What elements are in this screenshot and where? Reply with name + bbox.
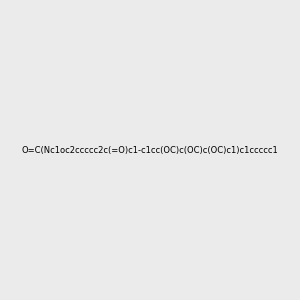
Text: O=C(Nc1oc2ccccc2c(=O)c1-c1cc(OC)c(OC)c(OC)c1)c1ccccc1: O=C(Nc1oc2ccccc2c(=O)c1-c1cc(OC)c(OC)c(O… bbox=[22, 146, 278, 154]
